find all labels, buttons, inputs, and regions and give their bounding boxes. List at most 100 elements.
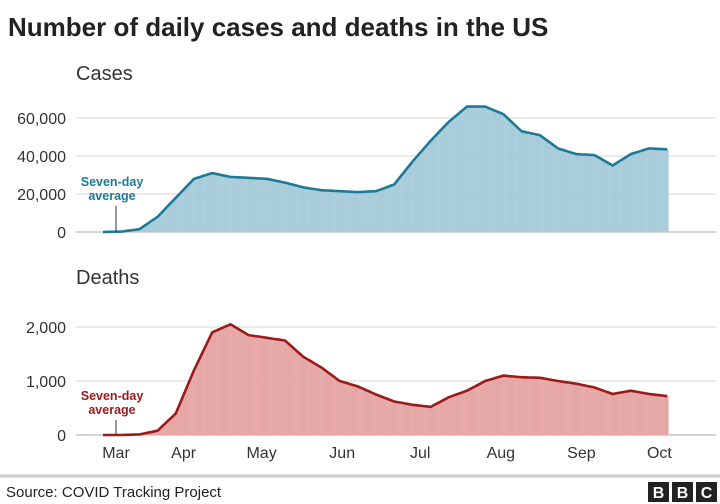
daily-bar xyxy=(476,106,479,232)
daily-bar xyxy=(317,189,321,232)
daily-bar xyxy=(442,399,445,435)
daily-bar xyxy=(637,392,640,435)
daily-bar xyxy=(143,225,146,232)
daily-bar xyxy=(231,325,235,435)
daily-bar xyxy=(301,187,305,232)
daily-bar xyxy=(569,152,573,232)
daily-bar xyxy=(325,371,328,435)
daily-bar xyxy=(353,385,357,435)
daily-bar xyxy=(574,154,578,232)
daily-bar xyxy=(551,380,555,435)
daily-bar xyxy=(151,220,154,232)
daily-bar xyxy=(582,385,586,435)
daily-bar xyxy=(153,218,157,232)
daily-bar xyxy=(158,214,162,232)
y-tick-label: 0 xyxy=(57,225,66,242)
daily-bar xyxy=(468,106,471,232)
daily-bar xyxy=(569,382,573,435)
daily-bar xyxy=(660,149,664,232)
daily-bar xyxy=(335,379,339,435)
daily-bar xyxy=(616,162,620,232)
daily-bar xyxy=(353,191,357,232)
daily-bar xyxy=(192,178,196,232)
daily-bar xyxy=(598,389,601,435)
panel-title: Deaths xyxy=(76,267,139,289)
daily-bar xyxy=(312,362,315,435)
daily-bar xyxy=(504,375,508,435)
daily-bar xyxy=(356,386,360,435)
daily-bar xyxy=(421,405,425,435)
daily-bar xyxy=(385,187,388,232)
daily-bar xyxy=(195,177,198,232)
daily-bar xyxy=(538,377,542,435)
daily-bar xyxy=(535,377,539,435)
daily-bar xyxy=(645,149,648,232)
daily-bar xyxy=(665,149,669,232)
daily-bar xyxy=(398,402,401,435)
daily-bar xyxy=(424,406,427,435)
seven-day-average-label: average xyxy=(88,189,135,203)
daily-bar xyxy=(351,384,354,435)
daily-bar xyxy=(390,185,393,232)
daily-bar xyxy=(234,327,237,435)
daily-bar xyxy=(405,168,409,232)
daily-bar xyxy=(655,148,659,232)
daily-bar xyxy=(374,394,378,435)
daily-bar xyxy=(387,186,391,232)
daily-bar xyxy=(494,110,497,232)
daily-bar xyxy=(580,154,583,232)
daily-bar xyxy=(621,392,625,435)
daily-bar xyxy=(273,180,276,232)
daily-bar xyxy=(437,402,440,435)
daily-bar xyxy=(486,380,490,435)
daily-bar xyxy=(174,413,178,435)
daily-bar xyxy=(200,354,204,435)
daily-bar xyxy=(187,184,191,232)
daily-bar xyxy=(629,390,633,435)
bbc-logo-letter: C xyxy=(701,485,713,502)
daily-bar xyxy=(385,398,388,435)
daily-bar xyxy=(624,391,627,435)
daily-bar xyxy=(639,392,643,435)
x-tick-label: Sep xyxy=(567,445,596,462)
daily-bar xyxy=(554,380,557,435)
daily-bar xyxy=(177,407,180,435)
daily-bar xyxy=(551,144,555,232)
daily-bar xyxy=(221,175,224,232)
x-tick-label: Jun xyxy=(329,445,355,462)
daily-bar xyxy=(522,377,526,435)
daily-bar xyxy=(281,340,284,435)
daily-bar xyxy=(556,381,560,435)
daily-bar xyxy=(585,385,588,435)
daily-bar xyxy=(457,393,461,435)
daily-bar xyxy=(473,386,477,435)
daily-bar xyxy=(296,185,300,232)
x-tick-label: Jul xyxy=(410,445,430,462)
daily-bar xyxy=(372,191,375,232)
daily-bar xyxy=(652,148,656,232)
daily-bar xyxy=(270,179,274,232)
daily-bar xyxy=(236,177,240,232)
daily-bar xyxy=(561,381,565,435)
daily-bar xyxy=(608,393,612,435)
daily-bar xyxy=(426,406,430,435)
daily-bar xyxy=(509,376,513,435)
x-tick-label: May xyxy=(246,445,276,462)
daily-bar xyxy=(174,197,178,232)
daily-bar xyxy=(309,361,313,435)
daily-bar xyxy=(286,342,289,435)
daily-bar xyxy=(577,384,581,435)
daily-bar xyxy=(244,333,248,435)
daily-bar xyxy=(304,358,308,435)
daily-bar xyxy=(169,203,172,232)
daily-bar xyxy=(405,403,409,435)
daily-bar xyxy=(476,385,479,435)
daily-bar xyxy=(483,106,487,232)
daily-bar xyxy=(294,185,297,232)
daily-bar xyxy=(619,160,622,232)
daily-bar xyxy=(593,155,596,232)
daily-bar xyxy=(572,153,575,232)
seven-day-average-label: Seven-day xyxy=(81,389,144,403)
daily-bar xyxy=(330,190,334,232)
